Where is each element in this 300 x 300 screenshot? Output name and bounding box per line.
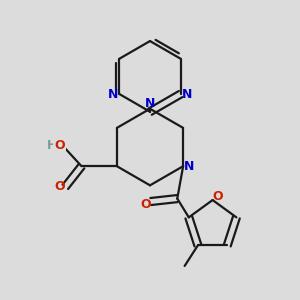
Text: O: O: [54, 139, 65, 152]
Text: N: N: [184, 160, 194, 173]
Text: N: N: [108, 88, 118, 100]
Text: O: O: [140, 198, 151, 211]
Text: O: O: [213, 190, 223, 203]
Text: H: H: [46, 139, 56, 152]
Text: N: N: [145, 97, 155, 110]
Text: O: O: [55, 180, 65, 193]
Text: N: N: [182, 88, 192, 100]
Text: OH: OH: [46, 140, 67, 153]
